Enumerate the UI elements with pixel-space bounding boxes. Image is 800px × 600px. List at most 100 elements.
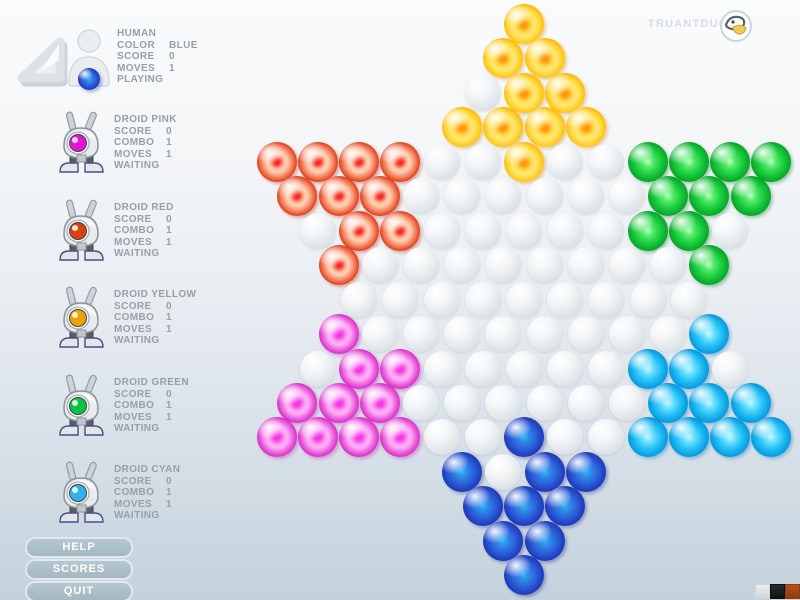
marble-magenta[interactable] <box>359 382 400 423</box>
theme-swatch-light[interactable] <box>755 584 770 599</box>
board-hole[interactable] <box>361 247 398 284</box>
duck-logo-icon[interactable] <box>719 9 753 43</box>
board-hole[interactable] <box>341 281 378 318</box>
marble-green[interactable] <box>689 245 730 286</box>
marble-blue[interactable] <box>545 486 586 527</box>
marble-magenta[interactable] <box>298 417 338 458</box>
marble-red[interactable] <box>318 176 359 217</box>
board-hole[interactable] <box>423 350 460 387</box>
board-hole[interactable] <box>506 350 542 387</box>
marble-cyan[interactable] <box>668 417 709 458</box>
marble-cyan[interactable] <box>730 382 771 423</box>
theme-swatch-dark[interactable] <box>770 584 785 599</box>
board-hole[interactable] <box>403 178 439 215</box>
board-hole[interactable] <box>485 247 522 284</box>
board-hole[interactable] <box>403 384 439 421</box>
marble-green[interactable] <box>627 141 668 182</box>
board-hole[interactable] <box>526 384 563 421</box>
marble-yellow[interactable] <box>504 141 544 182</box>
marble-yellow[interactable] <box>504 72 544 113</box>
board-hole[interactable] <box>300 212 336 249</box>
board-hole[interactable] <box>423 212 460 249</box>
board-hole[interactable] <box>567 316 604 353</box>
marble-magenta[interactable] <box>380 417 421 458</box>
marble-green[interactable] <box>668 141 709 182</box>
marble-green[interactable] <box>751 141 792 182</box>
marble-blue[interactable] <box>565 451 606 492</box>
marble-yellow[interactable] <box>504 4 544 44</box>
marble-yellow[interactable] <box>483 38 524 79</box>
board-hole[interactable] <box>567 178 604 215</box>
marble-magenta[interactable] <box>339 348 380 389</box>
board-hole[interactable] <box>403 247 439 284</box>
board-hole[interactable] <box>547 281 584 318</box>
board-hole[interactable] <box>464 350 501 387</box>
marble-cyan[interactable] <box>710 417 750 458</box>
board-hole[interactable] <box>567 384 604 421</box>
help-button[interactable]: HELP <box>25 537 133 558</box>
marble-blue[interactable] <box>504 555 544 596</box>
marble-red[interactable] <box>359 176 400 217</box>
board-hole[interactable] <box>588 281 625 318</box>
board-hole[interactable] <box>588 143 625 180</box>
board-hole[interactable] <box>382 281 419 318</box>
marble-yellow[interactable] <box>565 107 606 148</box>
marble-blue[interactable] <box>462 486 503 527</box>
board-hole[interactable] <box>485 453 522 490</box>
board-hole[interactable] <box>547 143 584 180</box>
board-hole[interactable] <box>403 316 439 353</box>
board-hole[interactable] <box>609 384 645 421</box>
marble-yellow[interactable] <box>524 38 565 79</box>
marble-magenta[interactable] <box>318 382 359 423</box>
board-hole[interactable] <box>526 247 563 284</box>
board-hole[interactable] <box>464 212 501 249</box>
board-hole[interactable] <box>485 316 522 353</box>
board-hole[interactable] <box>361 316 398 353</box>
board-hole[interactable] <box>464 419 501 456</box>
marble-cyan[interactable] <box>751 417 792 458</box>
marble-blue[interactable] <box>504 417 544 458</box>
marble-blue[interactable] <box>504 486 544 527</box>
back-button[interactable] <box>10 30 72 92</box>
board-hole[interactable] <box>423 419 460 456</box>
marble-cyan[interactable] <box>689 314 730 355</box>
board-hole[interactable] <box>423 143 460 180</box>
marble-cyan[interactable] <box>627 348 668 389</box>
board-hole[interactable] <box>444 178 481 215</box>
marble-blue[interactable] <box>524 520 565 561</box>
board-hole[interactable] <box>423 281 460 318</box>
marble-green[interactable] <box>730 176 771 217</box>
board-hole[interactable] <box>609 247 645 284</box>
marble-red[interactable] <box>339 141 380 182</box>
board-hole[interactable] <box>588 419 625 456</box>
marble-green[interactable] <box>710 141 750 182</box>
board-hole[interactable] <box>547 212 584 249</box>
board-hole[interactable] <box>464 143 501 180</box>
board-hole[interactable] <box>629 281 666 318</box>
board-hole[interactable] <box>464 74 501 111</box>
marble-magenta[interactable] <box>256 417 297 458</box>
board-hole[interactable] <box>712 350 748 387</box>
board-hole[interactable] <box>526 178 563 215</box>
marble-blue[interactable] <box>524 451 565 492</box>
board-hole[interactable] <box>506 281 542 318</box>
marble-magenta[interactable] <box>339 417 380 458</box>
board-hole[interactable] <box>444 247 481 284</box>
board-hole[interactable] <box>300 350 336 387</box>
board-hole[interactable] <box>650 247 687 284</box>
theme-swatch-orange[interactable] <box>785 584 800 599</box>
marble-red[interactable] <box>298 141 338 182</box>
marble-blue[interactable] <box>442 451 483 492</box>
marble-red[interactable] <box>380 210 421 251</box>
quit-button[interactable]: QUIT <box>25 581 133 600</box>
marble-green[interactable] <box>668 210 709 251</box>
marble-green[interactable] <box>648 176 689 217</box>
marble-yellow[interactable] <box>483 107 524 148</box>
board-hole[interactable] <box>444 384 481 421</box>
marble-magenta[interactable] <box>318 314 359 355</box>
board-hole[interactable] <box>609 178 645 215</box>
board-hole[interactable] <box>526 316 563 353</box>
marble-magenta[interactable] <box>380 348 421 389</box>
marble-green[interactable] <box>689 176 730 217</box>
marble-red[interactable] <box>277 176 318 217</box>
